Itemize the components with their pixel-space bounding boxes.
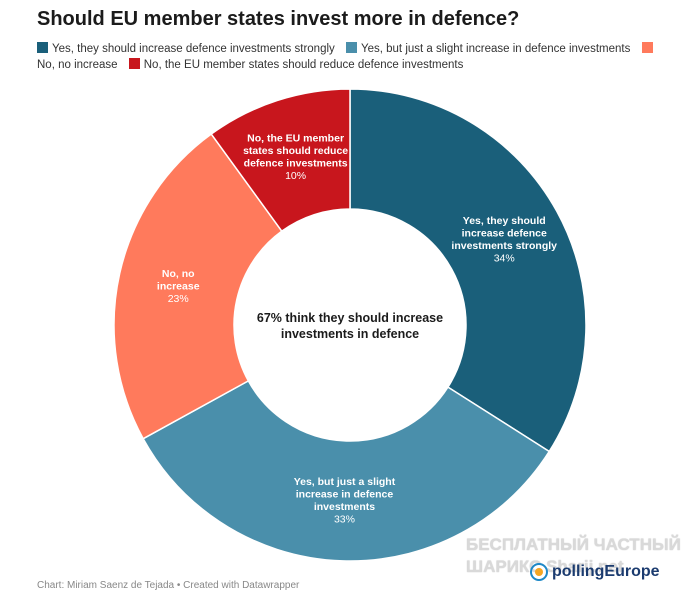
- chart-credit: Chart: Miriam Saenz de Tejada • Created …: [37, 580, 300, 591]
- donut-slice: [210, 88, 351, 233]
- legend-label: Yes, but just a slight increase in defen…: [360, 43, 631, 55]
- slice-label-text: increase: [157, 280, 200, 292]
- legend-swatch: [345, 42, 357, 53]
- slice-value-label: 34%: [494, 253, 515, 265]
- legend-swatch: [37, 42, 48, 53]
- slice-label-text: increase defence: [462, 228, 547, 240]
- donut-slice: [142, 379, 551, 562]
- slice-label-text: investments strongly: [451, 240, 557, 252]
- slice-label-text: states should reduce: [243, 145, 348, 157]
- legend-item: Yes, but just a slight increase in defen…: [345, 42, 631, 55]
- polling-europe-logo-icon: [530, 563, 548, 581]
- slice-label-text: No, the EU member: [247, 133, 344, 145]
- legend-swatch: [641, 42, 653, 53]
- slice-label-text: increase in defence: [296, 488, 394, 500]
- legend-item: No, no increase: [37, 42, 657, 71]
- legend-label: No, no increase: [37, 59, 118, 71]
- watermark-line-1: БЕСПЛАТНЫЙ ЧАСТНЫЙ: [466, 535, 681, 554]
- slice-label-text: defence investments: [244, 158, 348, 170]
- center-label: 67% think they should increase investmen…: [256, 311, 444, 341]
- chart-legend: Yes, they should increase defence invest…: [37, 41, 662, 73]
- watermark: БЕСПЛАТНЫЙ ЧАСТНЫЙ ШАРИКС Sharij.net: [466, 534, 686, 578]
- slice-label-text: investments: [314, 501, 375, 513]
- chart-title: Should EU member states invest more in d…: [37, 8, 520, 30]
- legend-label: No, the EU member states should reduce d…: [143, 59, 464, 71]
- donut-slice: [113, 133, 283, 440]
- slice-label-text: Yes, but just a slight: [294, 476, 396, 488]
- slice-value-label: 23%: [168, 293, 189, 305]
- legend-item: No, the EU member states should reduce d…: [128, 58, 464, 71]
- polling-europe-logo: pollingEurope: [530, 563, 660, 581]
- legend-item: Yes, they should increase defence invest…: [37, 42, 335, 55]
- legend-label: Yes, they should increase defence invest…: [52, 43, 335, 55]
- slice-label-text: No, no: [162, 268, 195, 280]
- legend-swatch: [128, 58, 140, 69]
- slice-value-label: 33%: [334, 513, 355, 525]
- logo-text: pollingEurope: [552, 563, 660, 580]
- donut-slice: [349, 88, 587, 453]
- slice-value-label: 10%: [285, 170, 306, 182]
- slice-label-text: Yes, they should: [463, 215, 546, 227]
